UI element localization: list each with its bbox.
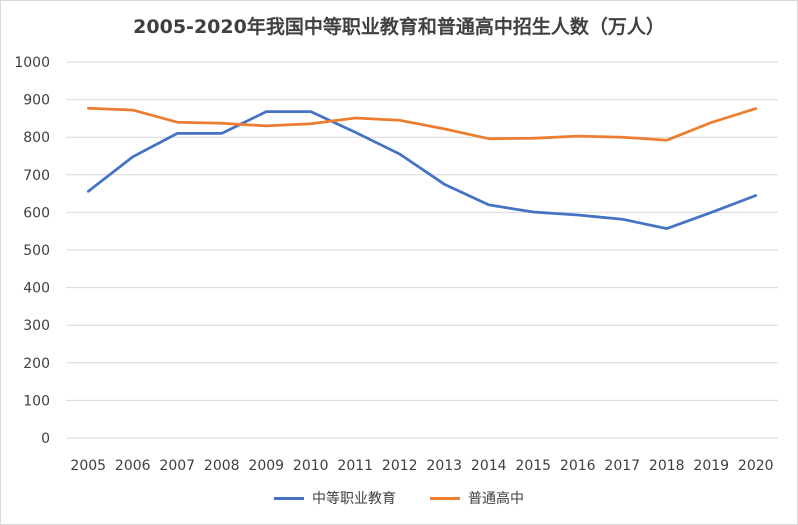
y-tick-label-500: 500 [23,243,50,259]
x-tick-label-2009: 2009 [248,458,284,474]
y-tick-label-100: 100 [23,393,50,409]
chart-title: 2005-2020年我国中等职业教育和普通高中招生人数（万人） [133,16,665,38]
y-tick-label-900: 900 [23,93,50,109]
y-tick-label-0: 0 [41,431,50,447]
legend-label-high-school: 普通高中 [468,491,524,507]
y-tick-label-300: 300 [23,318,50,334]
series-lines [86,106,758,230]
x-tick-label-2020: 2020 [738,458,774,474]
x-tick-label-2016: 2016 [560,458,596,474]
x-tick-label-2010: 2010 [293,458,329,474]
x-tick-label-2011: 2011 [337,458,373,474]
y-tick-label-800: 800 [23,130,50,146]
gridlines [66,61,778,439]
y-tick-label-400: 400 [23,281,50,297]
x-tick-label-2015: 2015 [515,458,551,474]
y-axis-tick-labels: 0 100 200 300 400 500 600 700 800 900 1000 [14,55,50,447]
series-line-high-school [86,106,758,142]
legend-item-high-school: 普通高中 [430,488,524,508]
y-tick-label-700: 700 [23,168,50,184]
legend: 中等职业教育 普通高中 [0,488,798,508]
x-tick-label-2006: 2006 [115,458,151,474]
y-tick-label-1000: 1000 [14,55,50,71]
x-tick-label-2019: 2019 [693,458,729,474]
legend-label-vocational: 中等职业教育 [312,491,396,507]
x-tick-label-2017: 2017 [604,458,640,474]
series-line-vocational [86,110,758,230]
y-tick-label-600: 600 [23,205,50,221]
y-tick-label-200: 200 [23,356,50,372]
x-tick-label-2007: 2007 [159,458,195,474]
x-axis-tick-labels: 2005 2006 2007 2008 2009 2010 2011 2012 2013 2014… [70,458,773,474]
x-tick-label-2008: 2008 [204,458,240,474]
x-tick-label-2005: 2005 [70,458,106,474]
x-tick-label-2013: 2013 [426,458,462,474]
x-tick-label-2012: 2012 [382,458,418,474]
legend-item-vocational: 中等职业教育 [274,488,396,508]
x-tick-label-2014: 2014 [471,458,507,474]
x-tick-label-2018: 2018 [649,458,685,474]
legend-swatch-high-school [430,496,460,500]
legend-swatch-vocational [274,496,304,500]
